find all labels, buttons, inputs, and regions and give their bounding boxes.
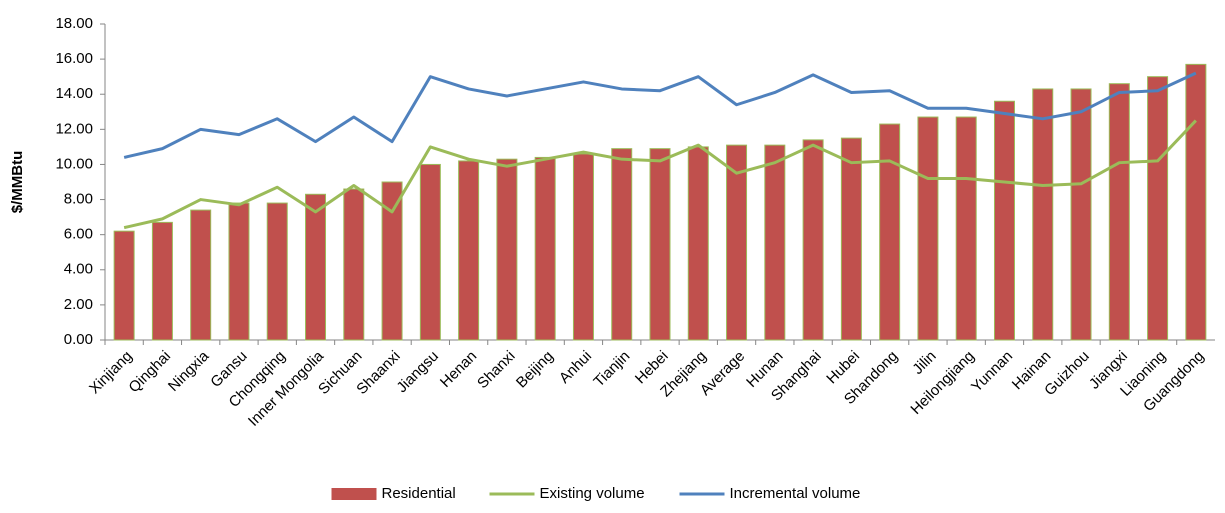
y-tick-label: 10.00 (55, 155, 93, 172)
y-tick-label: 0.00 (64, 331, 93, 348)
bar (993, 100, 1015, 341)
legend-label: Incremental volume (730, 485, 861, 502)
y-tick-label: 6.00 (64, 226, 93, 243)
x-tick-label: Yunnan (968, 348, 1016, 396)
bar (879, 123, 901, 341)
x-tick-label: Tianjin (590, 348, 633, 391)
legend-swatch (331, 488, 377, 500)
bar (802, 139, 824, 341)
x-tick-label: Anhui (556, 348, 595, 387)
x-tick-label: Jiangsu (393, 348, 442, 397)
bar (419, 163, 441, 341)
bar (955, 116, 977, 341)
y-tick-label: 16.00 (55, 50, 93, 67)
line (123, 119, 1197, 230)
bar (458, 160, 480, 341)
bar (266, 202, 288, 341)
bar (726, 144, 748, 341)
y-tick-label: 8.00 (64, 191, 93, 208)
x-tick-label: Beijing (513, 348, 557, 392)
bar (1108, 83, 1130, 341)
bar (687, 146, 709, 341)
bar (190, 209, 212, 341)
x-tick-label: Shanxi (474, 348, 518, 392)
y-tick-label: 12.00 (55, 120, 93, 137)
bar (534, 156, 556, 341)
bar (764, 144, 786, 341)
line (123, 71, 1197, 159)
x-tick-label: Henan (437, 348, 480, 391)
bar (649, 148, 671, 341)
bar (496, 158, 518, 341)
bar (113, 230, 135, 341)
bar (228, 202, 250, 341)
bar (572, 153, 594, 341)
bar (381, 181, 403, 341)
bar (1185, 63, 1207, 341)
bar (840, 137, 862, 341)
bar (1070, 88, 1092, 341)
bar (305, 193, 327, 341)
bar (343, 188, 365, 341)
x-tick-label: Qinghai (125, 348, 174, 397)
y-tick-label: 2.00 (64, 296, 93, 313)
y-tick-label: 4.00 (64, 261, 93, 278)
legend-label: Existing volume (540, 485, 645, 502)
bar (1032, 88, 1054, 341)
bar (1147, 76, 1169, 341)
bar (151, 221, 173, 341)
legend-label: Residential (382, 485, 456, 502)
bar (917, 116, 939, 341)
bar (611, 148, 633, 341)
x-tick-label: Xinjiang (86, 348, 136, 398)
x-tick-label: Jilin (909, 348, 939, 378)
y-axis-label: $/MMBtu (9, 151, 26, 214)
x-tick-label: Ningxia (165, 347, 213, 395)
y-tick-label: 14.00 (55, 85, 93, 102)
y-tick-label: 18.00 (55, 15, 93, 32)
